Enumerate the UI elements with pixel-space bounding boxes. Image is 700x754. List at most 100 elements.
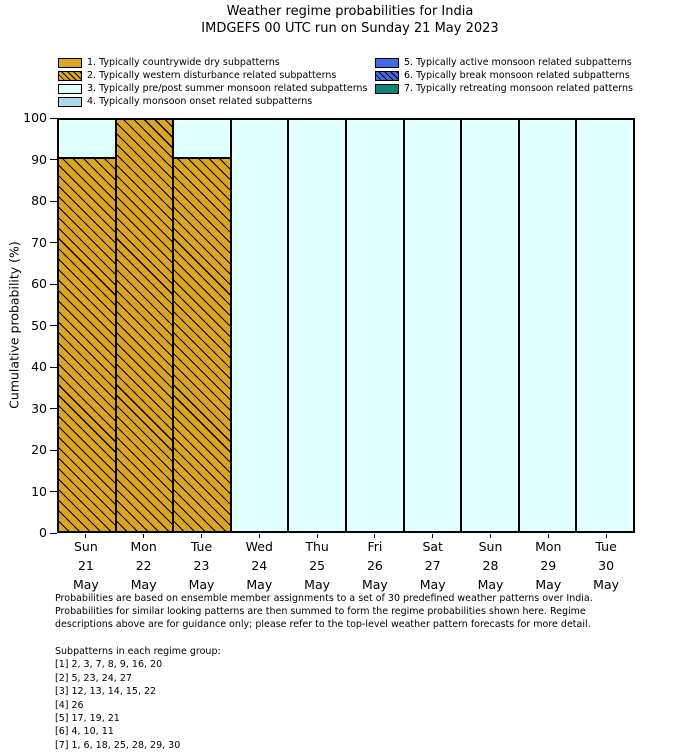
x-tick-label-line: Sun [74, 539, 98, 554]
bar-segment [115, 119, 174, 532]
x-tick-label: Mon 29 May [518, 537, 578, 594]
subpatterns-group: [6] 4, 10, 11 [55, 726, 114, 738]
y-tick-mark [50, 366, 57, 368]
x-tick-mark [143, 534, 145, 538]
x-tick-label-line: Mon [535, 539, 562, 554]
x-tick-mark [432, 534, 434, 538]
x-tick-mark [490, 534, 491, 538]
x-tick-label-line: May [361, 577, 388, 592]
legend-item-label: 4. Typically monsoon onset related subpa… [87, 96, 313, 107]
y-tick-mark [50, 491, 57, 492]
bar-segment [345, 119, 404, 532]
legend-item-label: 3. Typically pre/post summer monsoon rel… [87, 83, 368, 94]
bar-mon-22-may [115, 119, 174, 532]
x-tick-mark [316, 534, 318, 538]
y-tick-mark [50, 283, 57, 285]
subpatterns-group: [5] 17, 19, 21 [55, 713, 120, 725]
bar-mon-29-may [518, 119, 577, 532]
x-tick-label-line: 22 [135, 558, 152, 573]
legend-swatch-icon [58, 83, 82, 94]
y-tick-label: 40 [31, 359, 47, 374]
bar-segment [173, 158, 231, 532]
subpatterns-group: [2] 5, 23, 24, 27 [55, 672, 132, 684]
y-tick-mark [50, 159, 57, 160]
x-tick-label-line: Fri [367, 539, 383, 554]
x-tick-label: Sun 21 May [56, 537, 116, 594]
legend-item: 6. Typically break monsoon related subpa… [375, 69, 633, 82]
subpatterns-list: Subpatterns in each regime group: [1] 2,… [55, 645, 221, 752]
x-tick-label: Thu 25 May [287, 537, 347, 594]
footer-line: Probabilities for similar looking patter… [55, 606, 586, 618]
legend-swatch-icon [58, 96, 82, 107]
x-tick-mark [605, 534, 607, 538]
legend-item: 2. Typically western disturbance related… [58, 69, 367, 82]
y-tick-label: 10 [31, 483, 47, 499]
subpatterns-group: [7] 1, 6, 18, 25, 28, 29, 30 [55, 739, 181, 751]
x-tick-label-line: Mon [130, 539, 157, 554]
x-tick-label-line: 28 [482, 558, 499, 573]
bar-segment [58, 158, 116, 532]
x-tick-label-line: Thu [305, 539, 329, 554]
x-tick-mark [547, 534, 549, 538]
legend-item: 5. Typically active monsoon related subp… [375, 56, 633, 69]
y-tick-mark [50, 408, 57, 409]
x-tick-label-line: Sat [422, 539, 443, 554]
bar-segment [173, 119, 231, 159]
bar-thu-25-may [288, 119, 346, 532]
subpatterns-group: [1] 2, 3, 7, 8, 9, 16, 20 [55, 659, 163, 671]
bar-segment [230, 119, 289, 532]
bar-segment [288, 119, 346, 532]
x-tick-mark [201, 534, 202, 538]
x-tick-label-line: Wed [245, 539, 273, 554]
x-tick-label: Wed 24 May [229, 537, 289, 594]
footer-paragraph: Probabilities are based on ensemble memb… [55, 592, 593, 632]
chart-title-line1: Weather regime probabilities for India [226, 4, 474, 19]
x-tick-label: Tue 23 May [172, 537, 232, 594]
subpatterns-group: [4] 26 [55, 699, 84, 711]
legend-item-label: 2. Typically western disturbance related… [87, 70, 337, 81]
y-tick-mark [50, 200, 57, 202]
legend-item: 7. Typically retreating monsoon related … [375, 82, 633, 95]
x-tick-label: Sat 27 May [403, 537, 463, 594]
x-tick-label-line: 27 [424, 558, 441, 573]
x-tick-label-line: May [593, 577, 620, 592]
x-tick-mark [374, 534, 376, 538]
x-tick-label: Mon 22 May [114, 537, 174, 594]
chart-title: Weather regime probabilities for India I… [0, 3, 700, 37]
x-tick-label: Sun 28 May [461, 537, 521, 594]
legend-item: 4. Typically monsoon onset related subpa… [58, 95, 367, 108]
x-tick-label-line: 24 [251, 558, 268, 573]
x-tick-mark [85, 534, 87, 538]
legend-column-left: 1. Typically countrywide dry subpatterns… [58, 56, 367, 108]
legend-swatch-icon [375, 83, 399, 94]
legend-item-label: 6. Typically break monsoon related subpa… [404, 70, 630, 81]
x-tick-label-line: Tue [595, 539, 617, 554]
legend-swatch-icon [58, 70, 82, 81]
chart-title-line2: IMDGEFS 00 UTC run on Sunday 21 May 2023 [201, 21, 499, 36]
legend-item-label: 5. Typically active monsoon related subp… [404, 57, 632, 68]
x-tick-label: Tue 30 May [576, 537, 636, 594]
x-tick-label-line: Tue [190, 539, 213, 554]
x-tick-label: Fri 26 May [345, 537, 405, 594]
y-tick-label: 70 [31, 234, 47, 250]
y-tick-label: 30 [31, 400, 47, 416]
footer-line: Probabilities are based on ensemble memb… [55, 593, 593, 604]
bar-tue-23-may [173, 119, 231, 532]
x-tick-label-line: May [188, 577, 215, 592]
x-tick-label-line: 23 [193, 558, 210, 573]
legend-swatch-icon [58, 57, 82, 68]
y-tick-mark [50, 532, 57, 534]
y-tick-label: 0 [39, 525, 47, 540]
footer-line: descriptions above are for guidance only… [55, 619, 591, 631]
plot-area [57, 118, 635, 533]
x-tick-mark [258, 534, 260, 538]
x-tick-label-line: 29 [540, 558, 557, 573]
bar-sun-28-may [461, 119, 519, 532]
y-tick-mark [50, 117, 57, 119]
x-tick-label-line: 26 [366, 558, 383, 573]
y-tick-label: 60 [31, 276, 47, 291]
y-tick-label: 100 [23, 110, 47, 125]
x-tick-label-line: May [477, 577, 504, 592]
x-tick-label-line: 25 [309, 558, 326, 573]
